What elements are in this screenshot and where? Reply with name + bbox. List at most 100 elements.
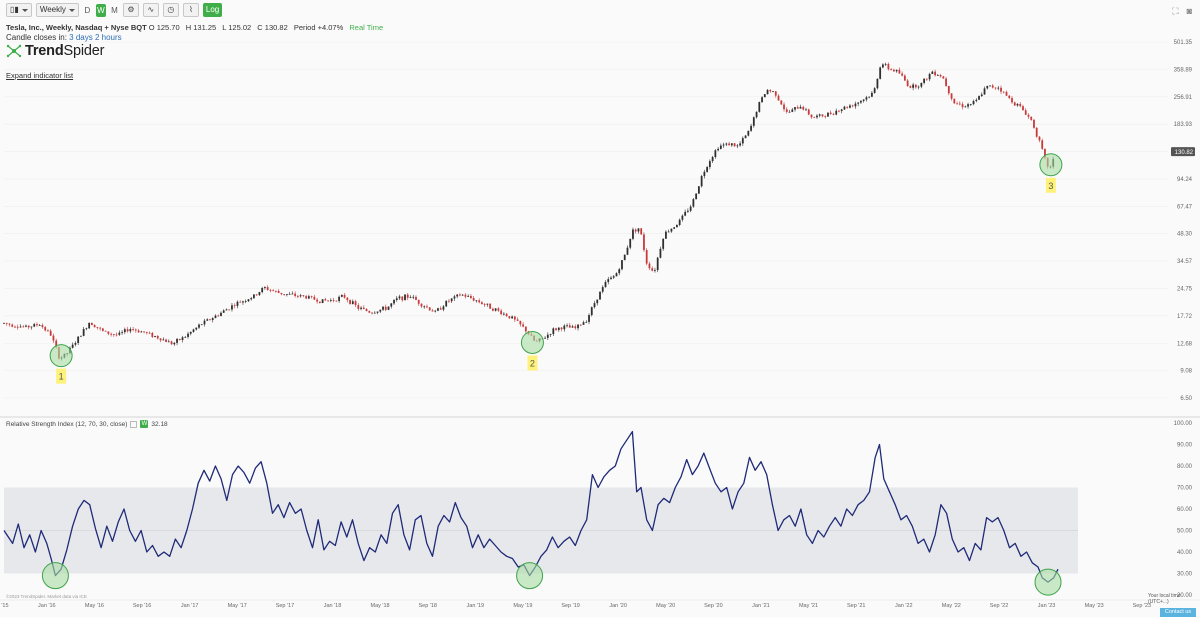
eye-icon[interactable] [130, 420, 138, 428]
candle-body [368, 311, 371, 313]
candle-body [632, 229, 634, 239]
timeframe-w[interactable]: W [95, 3, 106, 17]
indicators-button[interactable]: ∿ [142, 3, 159, 17]
candle-body [431, 310, 434, 312]
candle-body [637, 228, 640, 232]
candle-body [74, 342, 77, 345]
candle-body [667, 231, 670, 233]
rsi-legend: Relative Strength Index (12, 70, 30, clo… [6, 420, 168, 428]
candle-body [623, 254, 626, 261]
candle-body [761, 97, 763, 103]
candle-body [8, 323, 11, 325]
candle-body [714, 150, 717, 157]
candle-body [763, 94, 766, 98]
candle-body [719, 145, 722, 149]
candle-body [112, 334, 115, 335]
price-gridlines [4, 41, 1168, 399]
candle-body [560, 327, 563, 330]
candle-body [236, 301, 239, 306]
candle-body [82, 329, 85, 336]
candle-body [722, 144, 725, 146]
candle-body [986, 85, 989, 89]
candle-body [821, 114, 824, 117]
fullscreen-icon[interactable]: ⛶ [1172, 6, 1179, 16]
candle-body [305, 296, 308, 299]
candle-body [566, 325, 568, 327]
candle-body [225, 309, 228, 311]
expand-indicator-list-link[interactable]: Expand indicator list [6, 71, 74, 80]
candle-body [415, 296, 417, 300]
candle-body [453, 296, 456, 299]
candlestick-icon: ▯▮ [10, 5, 19, 14]
candle-body [332, 299, 335, 301]
candle-body [697, 186, 700, 194]
price-tick-label: 12.68 [1177, 341, 1193, 347]
marker-label-bg [527, 355, 538, 371]
candle-body [868, 96, 871, 98]
candle-body [846, 106, 849, 108]
low-value: L 125.02 [222, 23, 252, 32]
candle-body [818, 114, 821, 116]
candle-body [115, 334, 118, 336]
candle-body [849, 105, 851, 108]
candle-body [269, 289, 272, 291]
contact-us-button[interactable]: Contact us [1160, 608, 1196, 617]
candle-body [387, 306, 390, 310]
candle-body [478, 300, 481, 303]
candle-body [71, 344, 74, 348]
candle-body [865, 97, 868, 100]
candle-body [318, 301, 321, 304]
camera-icon[interactable]: ◙ [1186, 6, 1192, 16]
drawing-button[interactable]: ⌇ [182, 3, 199, 17]
log-toggle[interactable]: Log [202, 3, 223, 17]
candle-body [651, 268, 654, 271]
candle-body [173, 342, 176, 345]
candle-body [167, 341, 170, 343]
candle-body [862, 99, 865, 101]
time-tick-label: Sep '21 [847, 603, 865, 609]
candle-body [14, 326, 16, 328]
candle-body [546, 334, 549, 338]
logo-regular: Spider [63, 43, 105, 59]
gear-icon: ⚙ [127, 5, 135, 14]
candle-body [491, 308, 494, 311]
time-tick-label: Sep '15 [0, 603, 9, 609]
candle-body [571, 326, 574, 328]
candle-body [1030, 116, 1033, 120]
candle-body [99, 327, 102, 329]
top-right-icons: ⛶ ◙ [1172, 6, 1192, 17]
candle-body [898, 69, 901, 74]
candle-body [678, 219, 681, 225]
candle-body [788, 111, 791, 113]
price-tick-label: 256.91 [1174, 95, 1193, 101]
timeframe-m[interactable]: M [111, 5, 118, 15]
candle-body [459, 294, 461, 296]
candle-body [206, 319, 209, 321]
candle-body [939, 75, 942, 77]
clock-button[interactable]: ◷ [162, 3, 179, 17]
candle-body [362, 307, 365, 310]
candle-body [423, 306, 426, 308]
timeframe-d[interactable]: D [84, 5, 91, 15]
candle-body [964, 106, 967, 108]
candle-body [1000, 87, 1002, 92]
candle-body [310, 296, 313, 298]
time-tick-label: Sep '20 [704, 603, 722, 609]
candle-body [934, 71, 936, 76]
candle-body [909, 86, 912, 88]
period-select[interactable]: Weekly [35, 3, 79, 17]
candle-body [906, 80, 909, 87]
rsi-highlight-circle [516, 562, 544, 590]
candle-body [736, 145, 739, 147]
candle-body [936, 75, 939, 76]
candle-body [777, 95, 780, 101]
candle-body [755, 111, 758, 118]
chart-type-select[interactable]: ▯▮ [6, 3, 32, 17]
rsi-timeframe-badge: W [140, 420, 149, 428]
candle-body [143, 331, 145, 333]
candle-body [994, 87, 997, 89]
settings-button[interactable]: ⚙ [122, 3, 139, 17]
highlight-circle [49, 344, 73, 368]
candle-body [41, 325, 44, 328]
